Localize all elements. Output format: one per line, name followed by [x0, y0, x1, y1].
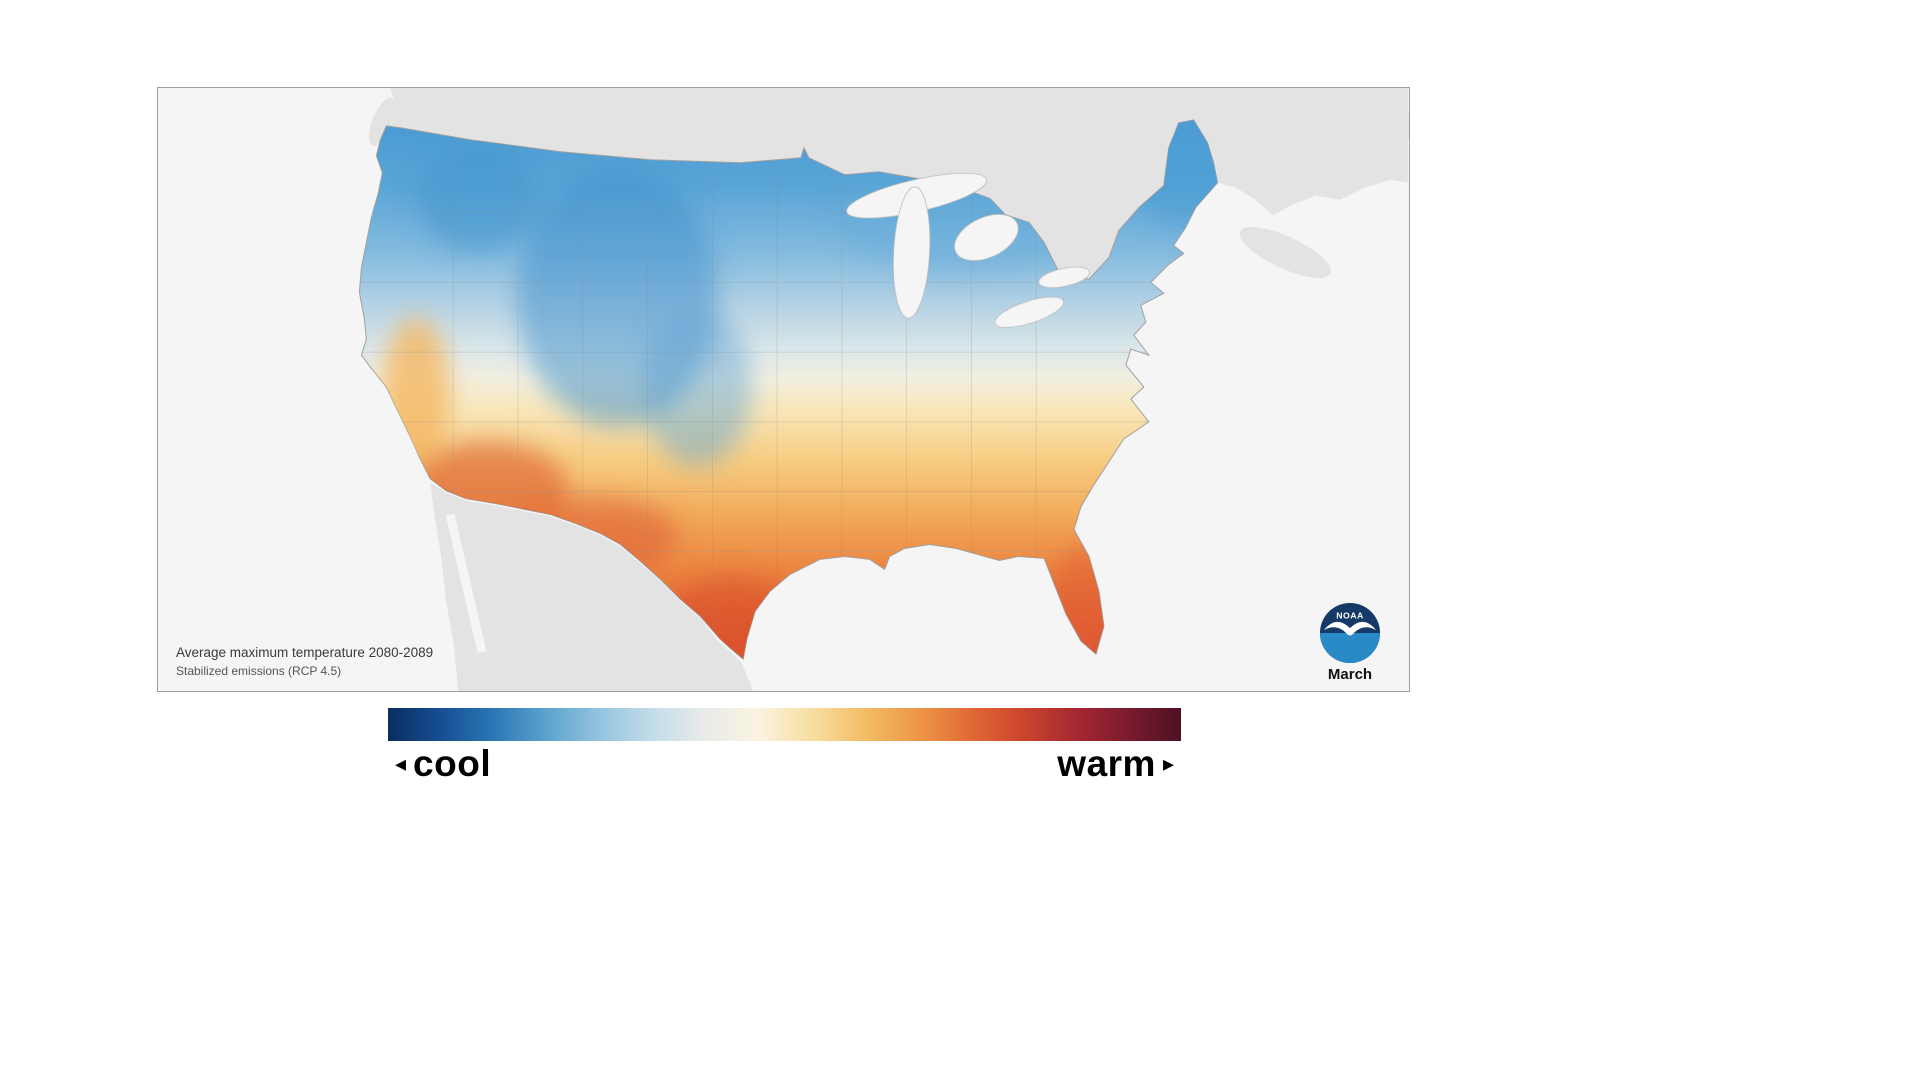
mexico-landmass [430, 482, 754, 691]
lake-huron [954, 214, 1019, 261]
legend-warm-group: warm ▸ [1057, 745, 1181, 782]
temperature-legend: ◂ cool warm ▸ [388, 708, 1181, 782]
legend-gradient-bar [388, 708, 1181, 741]
state-boundaries [359, 119, 1218, 660]
newfoundland-landmass [1297, 91, 1409, 160]
legend-warm-label: warm [1057, 743, 1156, 784]
left-arrow-icon: ◂ [395, 750, 407, 776]
lake-michigan [892, 186, 931, 319]
month-label: March [1327, 666, 1373, 683]
vancouver-island [368, 97, 396, 147]
caption-title: Average maximum temperature 2080-2089 [176, 645, 434, 661]
map-caption: Average maximum temperature 2080-2089 St… [176, 645, 433, 679]
legend-cool-group: ◂ cool [388, 745, 491, 782]
gulf-of-california [445, 513, 487, 654]
temperature-map-panel: Average maximum temperature 2080-2089 St… [157, 87, 1410, 692]
lake-erie [994, 296, 1064, 328]
us-temperature-map [358, 88, 1409, 691]
noaa-block: NOAA March [1311, 602, 1389, 683]
noaa-logo-text: NOAA [1336, 610, 1364, 620]
neighbor-landmasses [368, 88, 1409, 691]
great-lakes [846, 172, 1090, 328]
legend-cool-label: cool [413, 743, 492, 784]
lake-ontario [1038, 266, 1090, 289]
right-arrow-icon: ▸ [1162, 750, 1174, 776]
noaa-logo-icon: NOAA [1319, 602, 1381, 664]
nova-scotia-landmass [1239, 226, 1332, 278]
canada-landmass [386, 88, 1408, 280]
caption-scenario: Stabilized emissions (RCP 4.5) [176, 664, 342, 678]
legend-labels: ◂ cool warm ▸ [388, 745, 1181, 782]
